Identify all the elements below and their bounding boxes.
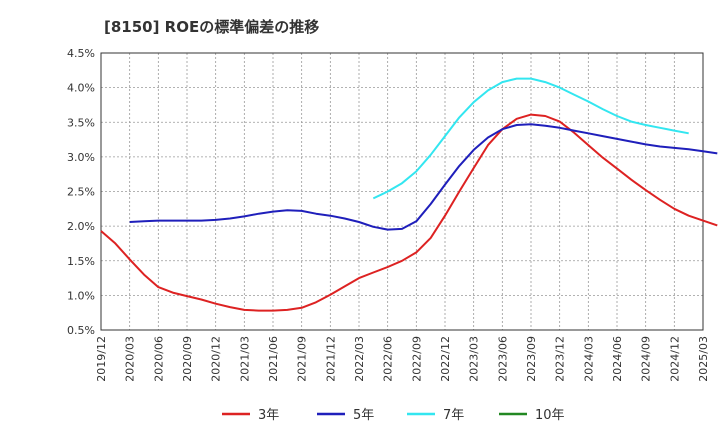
x-tick-label: 2020/09 [181,336,194,382]
legend-label-2: 7年 [443,408,464,423]
legend-label-1: 5年 [353,408,374,423]
x-tick-label: 2021/03 [238,336,251,382]
x-tick-label: 2021/09 [296,336,309,382]
series-line-0 [100,113,718,312]
y-tick-label: 4.5% [67,47,95,60]
x-tick-label: 2020/12 [210,336,223,382]
x-tick-label: 2025/03 [697,336,710,382]
y-tick-label: 1.0% [67,289,95,302]
x-tick-label: 2024/12 [668,336,681,382]
x-tick-label: 2019/12 [95,336,108,382]
y-tick-label: 3.5% [67,116,95,129]
legend: 3年 5年 7年 10年 [222,408,565,423]
series-line-1 [129,123,718,231]
y-tick-label: 2.0% [67,220,95,233]
x-tick-label: 2021/12 [324,336,337,382]
grid-layer [101,53,703,330]
y-tick-label: 3.0% [67,151,95,164]
y-tick-label: 4.0% [67,82,95,95]
x-tick-label: 2024/03 [582,336,595,382]
x-tick-label: 2022/12 [439,336,452,382]
x-tick-label: 2023/09 [525,336,538,382]
x-tick-label: 2021/06 [267,336,280,382]
legend-label-3: 10年 [535,408,565,423]
y-tick-label: 0.5% [67,324,95,337]
series-line-2 [372,77,689,200]
legend-label-0: 3年 [258,408,279,423]
x-tick-label: 2024/09 [640,336,653,382]
x-tick-label: 2022/09 [410,336,423,382]
x-tick-label: 2024/06 [611,336,624,382]
y-tick-label: 1.5% [67,255,95,268]
x-tick-label: 2020/03 [124,336,137,382]
x-tick-label: 2020/06 [152,336,165,382]
plot-frame [100,52,704,331]
x-tick-label: 2023/06 [496,336,509,382]
x-tick-label: 2022/06 [382,336,395,382]
x-tick-label: 2022/03 [353,336,366,382]
x-tick-label: 2023/12 [554,336,567,382]
y-axis: 0.5% 1.0% 1.5% 2.0% 2.5% 3.0% 3.5% 4.0% 4.5% [67,47,95,337]
chart-title: [8150] ROEの標準偏差の推移 [104,18,320,36]
x-axis: 2019/12 2020/03 2020/06 2020/09 2020/12 2021/… [95,336,710,382]
x-tick-label: 2023/03 [468,336,481,382]
y-tick-label: 2.5% [67,186,95,199]
series-layer [100,77,718,312]
